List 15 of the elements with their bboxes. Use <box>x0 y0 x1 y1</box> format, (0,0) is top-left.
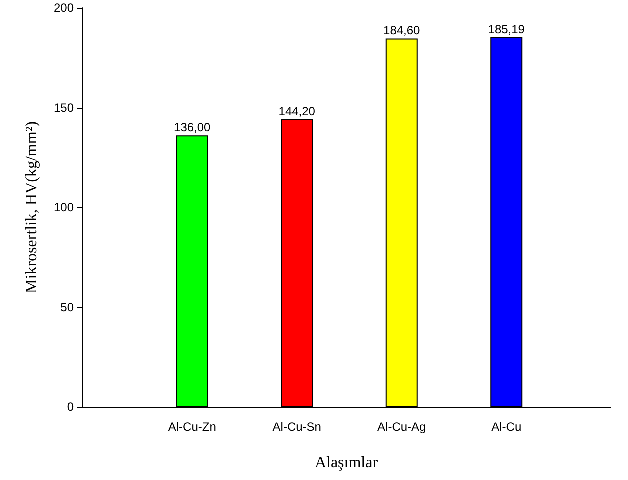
data-label: 144,20 <box>278 104 316 118</box>
y-axis-title: Mikrosertlik, HV(kg/mm²) <box>24 122 40 294</box>
x-tick-label: Al-Cu-Sn <box>272 420 322 434</box>
data-label: 136,00 <box>174 120 212 135</box>
y-tick-label: 0 <box>67 400 74 414</box>
x-axis-title: Alaşımlar <box>314 454 379 472</box>
y-tick-label: 50 <box>60 300 74 314</box>
y-tick-label: 150 <box>54 100 74 115</box>
x-tick-label: Al-Cu-Ag <box>378 420 426 434</box>
data-label: 184,60 <box>384 24 421 38</box>
y-tick-label: 200 <box>54 1 74 15</box>
data-label: 185,19 <box>488 22 526 37</box>
x-tick-label: Al-Cu-Zn <box>168 420 216 434</box>
x-tick-label: Al-Cu <box>492 420 522 434</box>
y-tick-label: 100 <box>54 200 74 214</box>
